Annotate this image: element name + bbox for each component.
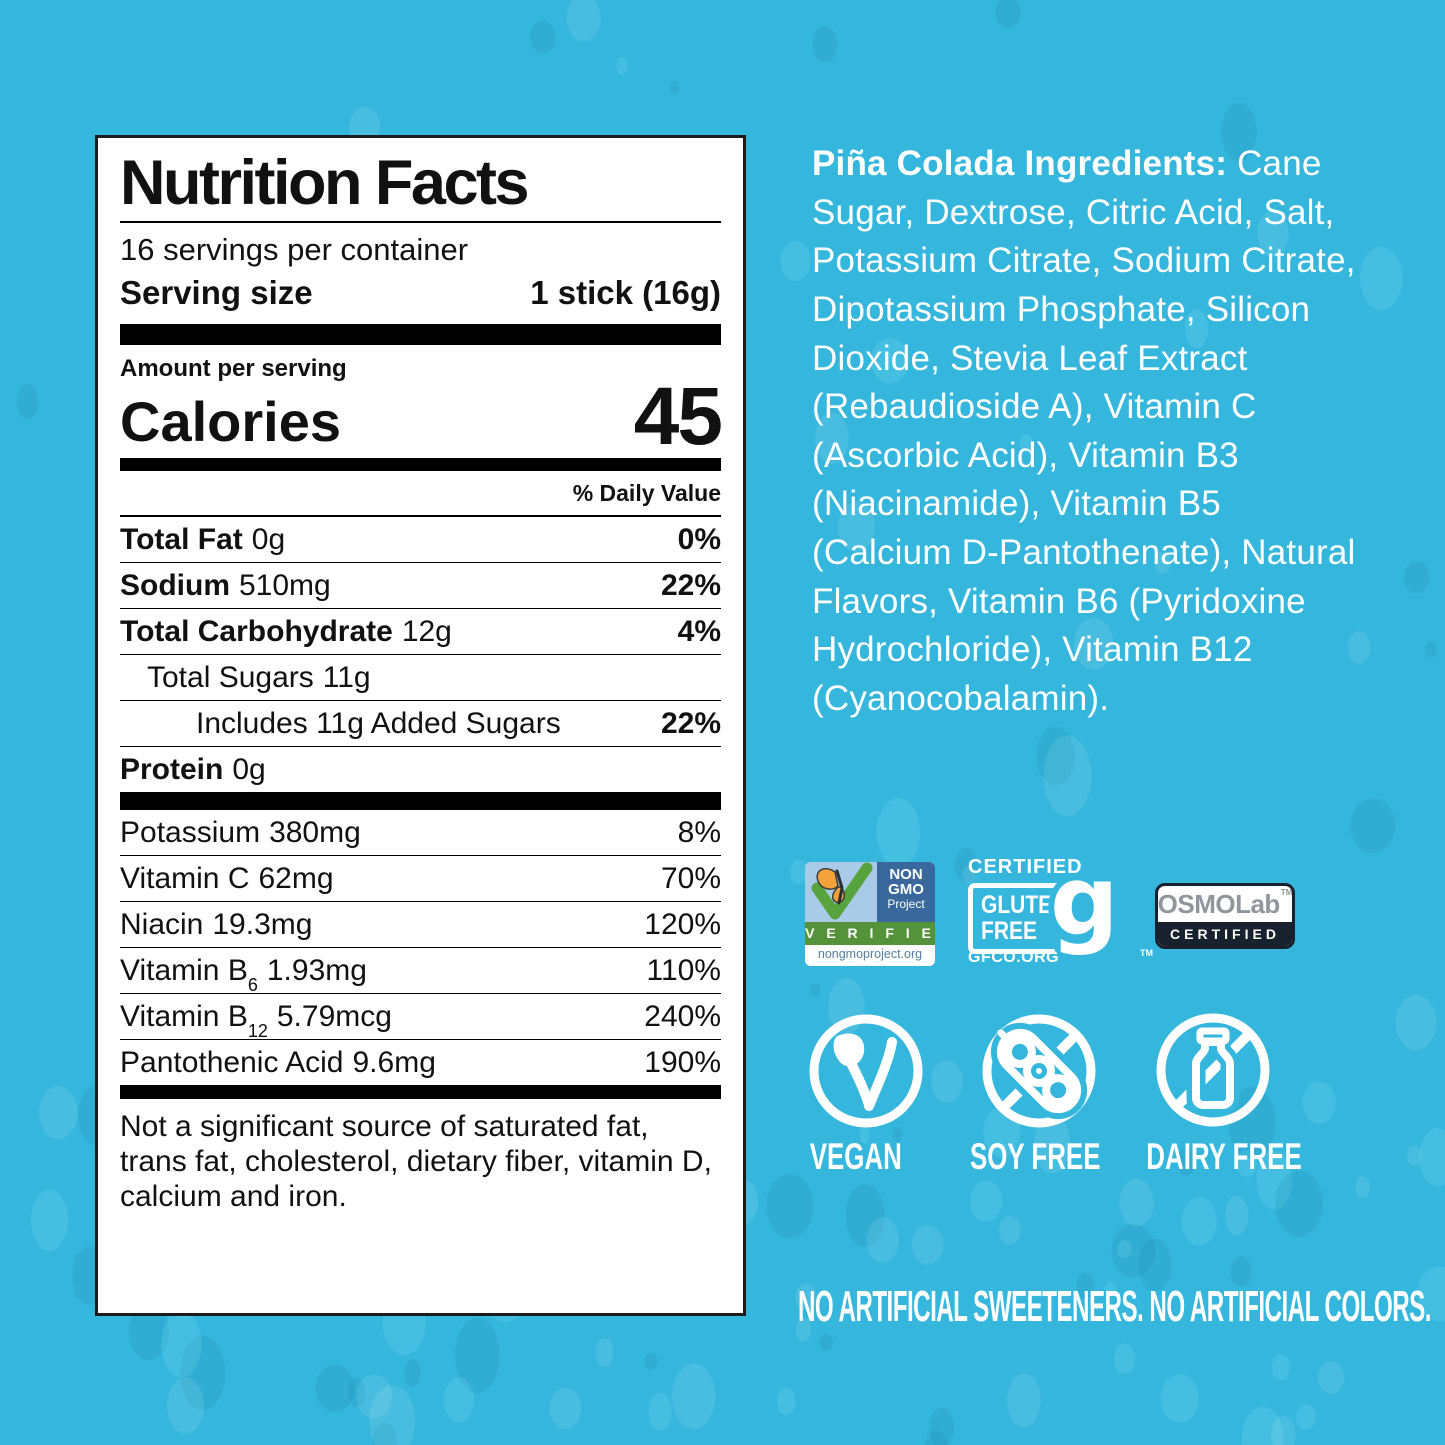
dairy-free-icon: [1156, 1013, 1270, 1127]
nutrient-row: Sodium 510mg 22%: [120, 563, 721, 609]
calories-label: Calories: [120, 389, 341, 453]
nutrient-row: Total Fat 0g 0%: [120, 517, 721, 563]
thick-divider-bar: [120, 323, 721, 345]
non-gmo-line2: GMO: [888, 881, 924, 898]
vegan-label: VEGAN: [809, 1136, 903, 1177]
osmolab-trademark: TM: [1280, 888, 1293, 897]
vegan-icon: [809, 1014, 923, 1128]
vitamin-row: Pantothenic Acid 9.6mg 190%: [120, 1045, 721, 1079]
vitamin-row: Niacin 19.3mg 120%: [120, 902, 721, 948]
certified-gluten-free-badge: CERTIFIED GLUTEN FREE g g TM GFCO.ORG: [968, 845, 1153, 972]
gf-box: GLUTEN FREE: [968, 883, 1072, 954]
non-gmo-wordmark: NON GMO Project: [877, 862, 935, 922]
gf-certified-label: CERTIFIED: [968, 856, 1083, 878]
osmolab-wordmark: OSMO Lab TM: [1158, 886, 1292, 922]
ingredients-title: Piña Colada Ingredients:: [812, 144, 1228, 183]
calories-value: 45: [633, 370, 723, 462]
calories-line: Calories 45: [120, 370, 723, 462]
osmolab-certified-band: CERTIFIED: [1158, 922, 1292, 946]
non-gmo-url: nongmoproject.org: [805, 945, 935, 966]
servings-per-container: 16 servings per container: [120, 231, 469, 267]
nutrient-row: Includes 11g Added Sugars 22%: [120, 701, 721, 747]
macro-nutrient-rows: Total Fat 0g 0% Sodium 510mg 22% Total Carbohy…: [120, 517, 721, 792]
nutrition-facts-panel: Nutrition Facts 16 servings per containe…: [95, 135, 746, 1316]
nutrient-row: Protein 0g: [120, 752, 266, 786]
osmolab-osmo: OSMO: [1157, 888, 1236, 919]
non-gmo-line3: Project: [887, 897, 925, 911]
soy-free-icon: [982, 1014, 1096, 1128]
gf-url: GFCO.ORG: [968, 949, 1060, 966]
serving-size-value: 1 stick (16g): [530, 273, 721, 311]
butterfly-checkmark-icon: [811, 862, 873, 920]
ingredients-block: Piña Colada Ingredients: Cane Sugar, Dex…: [812, 140, 1368, 724]
vitamin-row: Vitamin B6 1.93mg 110%: [120, 948, 721, 994]
medium-divider-bar: [120, 457, 721, 471]
non-gmo-line1: NON: [889, 866, 923, 883]
no-artificial-claim: NO ARTIFICIAL SWEETENERS. NO ARTIFICIAL …: [798, 1282, 1431, 1331]
osmolab-certified-badge: OSMO Lab TM CERTIFIED: [1155, 883, 1295, 949]
gf-trademark: TM: [1140, 948, 1153, 958]
gf-word-free: FREE: [981, 916, 1038, 945]
non-gmo-top: NON GMO Project: [805, 862, 935, 922]
osmolab-lab: Lab: [1235, 888, 1280, 919]
gf-word-gluten: GLUTEN: [981, 891, 1068, 919]
non-gmo-project-badge: NON GMO Project V E R I F I E D nongmopr…: [805, 862, 935, 966]
gf-g-glyph: g g: [1044, 845, 1125, 957]
nutrition-facts-title: Nutrition Facts: [120, 148, 530, 218]
serving-size-line: Serving size 1 stick (16g): [120, 274, 721, 312]
medium-divider-bar: [120, 1084, 721, 1099]
dairy-free-label: DAIRY FREE: [1146, 1136, 1302, 1177]
amount-per-serving-label: Amount per serving: [120, 354, 347, 382]
vitamin-row: Potassium 380mg 8%: [120, 810, 721, 856]
nutrient-row: Total Carbohydrate 12g 4%: [120, 609, 721, 655]
vitamin-row: Vitamin B12 5.79mcg 240%: [120, 994, 721, 1040]
micro-nutrient-rows: Potassium 380mg 8% Vitamin C 62mg 70% Niacin 19…: [120, 810, 721, 1085]
soy-free-label: SOY FREE: [969, 1136, 1101, 1177]
non-gmo-verified-band: V E R I F I E D: [805, 922, 935, 964]
nutrient-row: Total Sugars 11g: [120, 655, 721, 701]
vitamin-row: Vitamin C 62mg 70%: [120, 856, 721, 902]
title-rule: [120, 220, 721, 223]
serving-size-label: Serving size: [120, 273, 313, 311]
ingredients-text: Cane Sugar, Dextrose, Citric Acid, Salt,…: [812, 144, 1356, 719]
daily-value-header: % Daily Value: [120, 471, 721, 517]
non-gmo-artwork: [805, 862, 877, 922]
nutrition-footnote: Not a significant source of saturated fa…: [120, 1109, 712, 1213]
thick-divider-bar: [120, 791, 721, 810]
